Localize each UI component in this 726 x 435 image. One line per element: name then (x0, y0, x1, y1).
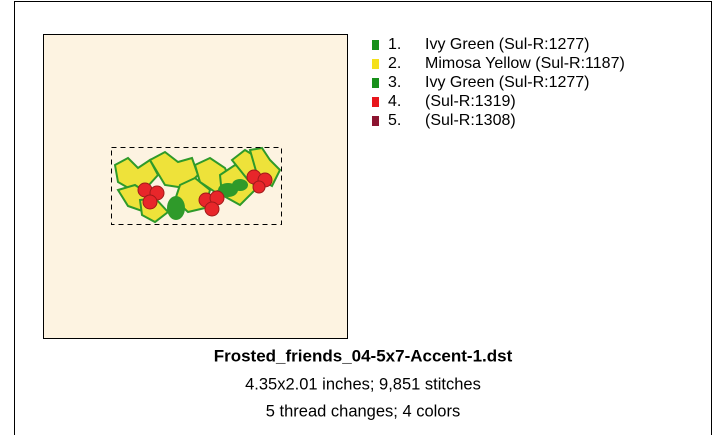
thread-swatch (372, 116, 379, 126)
design-bounds (111, 147, 282, 225)
thread-name: (Sul-R:1319) (425, 93, 516, 110)
thread-swatch (372, 78, 379, 88)
thread-swatch (372, 40, 379, 50)
thread-number: 4. (388, 93, 401, 110)
thread-number: 5. (388, 112, 401, 129)
thread-name: Ivy Green (Sul-R:1277) (425, 36, 590, 53)
thread-number: 3. (388, 74, 401, 91)
size-line: 4.35x2.01 inches; 9,851 stitches (245, 375, 481, 393)
thread-list: 1. Ivy Green (Sul-R:1277) 2. Mimosa Yellow … (372, 36, 625, 129)
changes-line: 5 thread changes; 4 colors (266, 402, 460, 420)
thread-name: (Sul-R:1308) (425, 112, 516, 129)
thread-number: 1. (388, 36, 401, 53)
file-name: Frosted_friends_04-5x7-Accent-1.dst (214, 346, 513, 365)
thread-number: 2. (388, 55, 401, 72)
thread-name: Ivy Green (Sul-R:1277) (425, 74, 590, 91)
thread-swatch (372, 97, 379, 107)
holly-design (113, 146, 282, 224)
thread-name: Mimosa Yellow (Sul-R:1187) (425, 55, 625, 72)
thread-swatch (372, 59, 379, 69)
